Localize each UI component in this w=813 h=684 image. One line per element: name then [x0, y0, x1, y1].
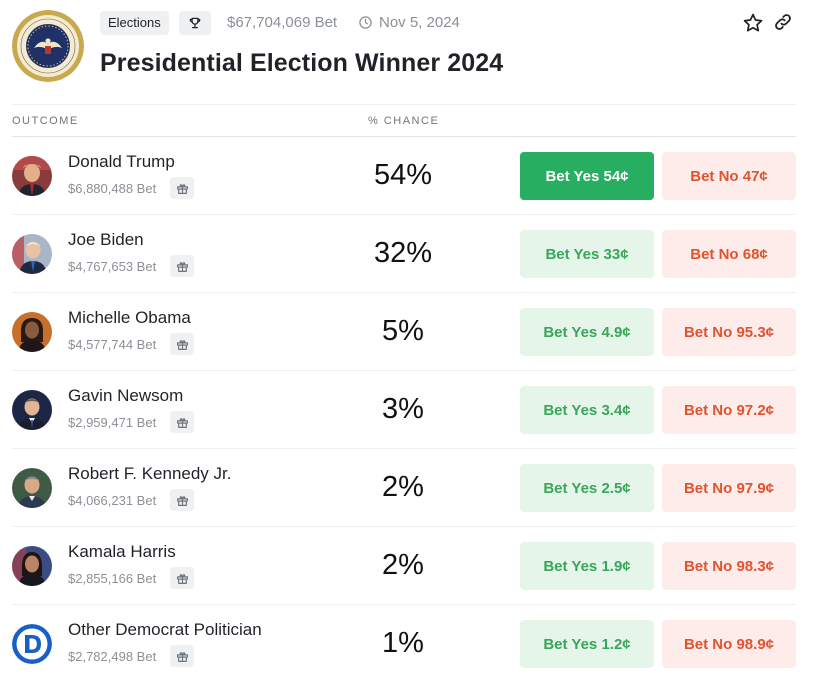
clock-icon: [359, 16, 372, 29]
gift-button[interactable]: [170, 411, 194, 433]
gift-button[interactable]: [170, 489, 194, 511]
outcome-chance: 2%: [382, 471, 424, 503]
gift-button[interactable]: [170, 255, 194, 277]
outcome-name: Michelle Obama: [68, 308, 191, 327]
outcomes-table: OUTCOME % CHANCE Donald Trump $6,880,488…: [12, 104, 796, 683]
outcome-volume: $2,959,471 Bet: [68, 415, 157, 430]
gift-button[interactable]: [170, 177, 194, 199]
gift-icon: [176, 573, 188, 584]
trophy-button[interactable]: [179, 11, 211, 35]
outcome-chance: 32%: [373, 237, 433, 269]
gift-icon: [176, 651, 188, 662]
category-tag-elections[interactable]: Elections: [100, 11, 169, 35]
copy-link-button[interactable]: [773, 12, 795, 34]
outcome-chance: 5%: [382, 315, 424, 347]
column-header-outcome: OUTCOME: [12, 115, 79, 127]
end-date: Nov 5, 2024: [358, 14, 460, 31]
outcome-name: Kamala Harris: [68, 542, 176, 561]
gift-icon: [176, 339, 188, 350]
avatar: [12, 390, 52, 430]
gift-icon: [176, 183, 188, 194]
gift-button[interactable]: [170, 645, 194, 667]
outcome-row-donald-trump[interactable]: Donald Trump $6,880,488 Bet 54% Bet Yes …: [12, 137, 796, 215]
bet-no-button[interactable]: Bet No 98.3¢: [662, 542, 796, 590]
avatar: [12, 312, 52, 352]
outcome-name: Robert F. Kennedy Jr.: [68, 464, 232, 483]
outcome-chance: 3%: [382, 393, 424, 425]
avatar: [12, 468, 52, 508]
bet-no-button[interactable]: Bet No 68¢: [662, 230, 796, 278]
democrat-logo: [12, 624, 52, 664]
star-icon: [743, 13, 763, 32]
column-header-chance: % CHANCE: [368, 115, 440, 127]
market-title: Presidential Election Winner 2024: [100, 49, 504, 77]
outcome-name: Other Democrat Politician: [68, 620, 262, 639]
outcome-volume: $2,782,498 Bet: [68, 649, 157, 664]
bet-no-button[interactable]: Bet No 97.2¢: [662, 386, 796, 434]
outcome-row-michelle-obama[interactable]: Michelle Obama $4,577,744 Bet 5% Bet Yes…: [12, 293, 796, 371]
gift-button[interactable]: [170, 333, 194, 355]
bet-no-button[interactable]: Bet No 95.3¢: [662, 308, 796, 356]
link-icon: [775, 14, 791, 30]
outcome-chance: 2%: [382, 549, 424, 581]
outcome-volume: $4,066,231 Bet: [68, 493, 157, 508]
bet-yes-button[interactable]: Bet Yes 3.4¢: [520, 386, 654, 434]
end-date-text: Nov 5, 2024: [379, 14, 460, 31]
bet-no-button[interactable]: Bet No 98.9¢: [662, 620, 796, 668]
favorite-button[interactable]: [742, 12, 764, 34]
presidential-seal-image: [12, 10, 84, 82]
bet-yes-button[interactable]: Bet Yes 1.2¢: [520, 620, 654, 668]
bet-yes-button[interactable]: Bet Yes 1.9¢: [520, 542, 654, 590]
outcome-volume: $2,855,166 Bet: [68, 571, 157, 586]
outcome-name: Gavin Newsom: [68, 386, 184, 405]
outcome-volume: $4,767,653 Bet: [68, 259, 157, 274]
avatar: [12, 234, 52, 274]
avatar: [12, 546, 52, 586]
outcome-chance: 54%: [373, 159, 433, 191]
gift-icon: [176, 495, 188, 506]
outcome-name: Joe Biden: [68, 230, 144, 249]
outcome-chance: 1%: [382, 627, 424, 659]
outcome-row-other-democrat[interactable]: Other Democrat Politician $2,782,498 Bet…: [12, 605, 796, 683]
bet-yes-button[interactable]: Bet Yes 33¢: [520, 230, 654, 278]
outcome-volume: $6,880,488 Bet: [68, 181, 157, 196]
bet-yes-button[interactable]: Bet Yes 2.5¢: [520, 464, 654, 512]
gift-icon: [176, 417, 188, 428]
table-header: OUTCOME % CHANCE: [12, 104, 796, 137]
outcome-row-kamala-harris[interactable]: Kamala Harris $2,855,166 Bet 2% Bet Yes …: [12, 527, 796, 605]
bet-yes-button[interactable]: Bet Yes 4.9¢: [520, 308, 654, 356]
gift-icon: [176, 261, 188, 272]
bet-no-button[interactable]: Bet No 47¢: [662, 152, 796, 200]
total-volume: $67,704,069 Bet: [227, 14, 338, 31]
outcome-row-gavin-newsom[interactable]: Gavin Newsom $2,959,471 Bet 3% Bet Yes 3…: [12, 371, 796, 449]
bet-yes-button[interactable]: Bet Yes 54¢: [520, 152, 654, 200]
bet-no-button[interactable]: Bet No 97.9¢: [662, 464, 796, 512]
market-header: Elections $67,704,069 Bet Nov 5, 2024 Pr…: [0, 0, 813, 100]
outcome-volume: $4,577,744 Bet: [68, 337, 157, 352]
trophy-icon: [189, 17, 201, 29]
outcome-row-robert-f-kennedy-jr[interactable]: Robert F. Kennedy Jr. $4,066,231 Bet 2% …: [12, 449, 796, 527]
outcome-row-joe-biden[interactable]: Joe Biden $4,767,653 Bet 32% Bet Yes 33¢…: [12, 215, 796, 293]
gift-button[interactable]: [170, 567, 194, 589]
outcome-name: Donald Trump: [68, 152, 175, 171]
avatar: [12, 156, 52, 196]
